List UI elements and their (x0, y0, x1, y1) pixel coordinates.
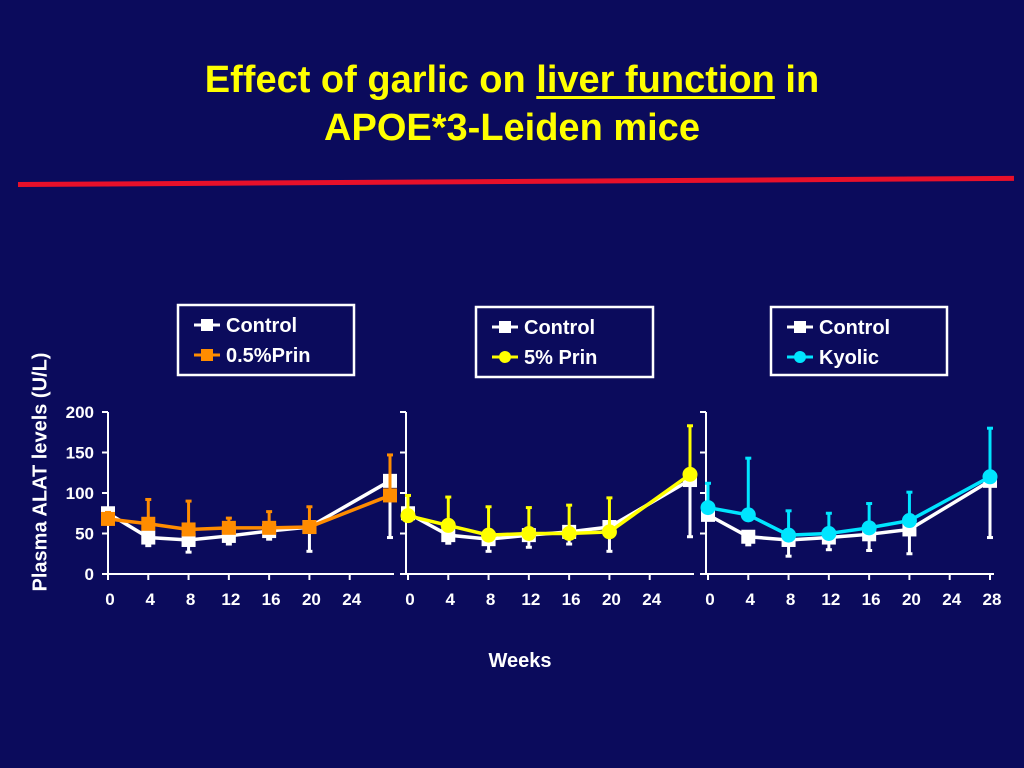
x-tick-label: 20 (902, 590, 921, 609)
data-point (181, 532, 196, 547)
data-point (700, 500, 716, 516)
x-tick-label: 16 (862, 590, 881, 609)
data-point (400, 508, 416, 524)
x-tick-label: 12 (821, 590, 840, 609)
legend-marker (201, 319, 213, 331)
x-tick-label: 20 (302, 590, 321, 609)
y-tick-label: 50 (75, 525, 94, 544)
legend-marker (794, 321, 806, 333)
legend-marker (794, 351, 806, 363)
x-tick-label: 0 (105, 590, 114, 609)
legend-label: Control (226, 315, 297, 337)
legend-label: 0.5%Prin (226, 345, 310, 367)
legend-marker (201, 349, 213, 361)
legend-box (176, 303, 356, 377)
legend-marker (499, 321, 511, 333)
x-tick-label: 28 (983, 590, 1002, 609)
x-tick-label: 0 (405, 590, 414, 609)
legend-box (769, 305, 949, 377)
x-tick-label: 8 (786, 590, 795, 609)
title-text-post: in (774, 59, 820, 101)
x-tick-label: 4 (446, 590, 456, 609)
x-tick-label: 20 (602, 590, 621, 609)
data-point (601, 524, 617, 540)
data-point (682, 466, 698, 482)
legend-label: 5% Prin (524, 347, 597, 369)
x-tick-label: 8 (486, 590, 495, 609)
data-point (861, 520, 877, 536)
slide-title: Effect of garlic on liver function in AP… (0, 56, 1024, 152)
y-tick-label: 150 (66, 444, 94, 463)
legend-label: Control (524, 317, 595, 339)
title-text-pre: Effect of garlic on (204, 59, 537, 101)
data-point (481, 527, 497, 543)
y-axis-label: Plasma ALAT levels (U/L) (29, 352, 52, 592)
data-point (101, 511, 115, 526)
x-axis-label: Weeks (488, 650, 552, 672)
data-point (141, 516, 156, 531)
data-point (741, 529, 756, 544)
legend-label: Control (819, 317, 890, 339)
data-point (440, 517, 456, 533)
y-tick-label: 100 (66, 484, 94, 503)
data-point (982, 469, 998, 485)
data-point (740, 507, 756, 523)
x-tick-label: 8 (186, 590, 195, 609)
data-point (262, 520, 277, 535)
x-tick-label: 4 (146, 590, 156, 609)
x-tick-label: 4 (746, 590, 756, 609)
title-line2: APOE*3-Leiden mice (324, 107, 700, 149)
x-tick-label: 24 (642, 590, 661, 609)
data-point (561, 526, 577, 541)
y-tick-label: 0 (85, 565, 94, 584)
x-tick-label: 24 (342, 590, 361, 609)
data-point (521, 526, 537, 541)
title-underlined-text: liver function (536, 59, 775, 101)
legend-label: Kyolic (819, 347, 879, 369)
data-point (221, 520, 236, 535)
data-point (901, 513, 917, 529)
data-point (302, 520, 317, 535)
data-point (383, 488, 397, 503)
legend-box (474, 305, 655, 379)
data-point (821, 526, 837, 541)
x-tick-label: 12 (221, 590, 240, 609)
x-tick-label: 12 (521, 590, 540, 609)
x-tick-label: 16 (262, 590, 281, 609)
y-tick-label: 200 (66, 403, 94, 422)
x-tick-label: 0 (705, 590, 714, 609)
x-tick-label: 24 (942, 590, 961, 609)
data-point (781, 527, 797, 543)
data-point (141, 530, 156, 545)
data-point (181, 522, 196, 537)
legend-marker (499, 351, 511, 363)
x-tick-label: 16 (562, 590, 581, 609)
